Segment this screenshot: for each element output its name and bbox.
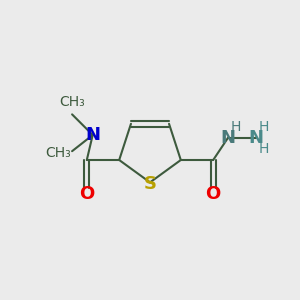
Text: CH₃: CH₃ bbox=[59, 95, 85, 109]
Text: H: H bbox=[231, 120, 241, 134]
Text: H: H bbox=[259, 142, 269, 156]
Text: N: N bbox=[220, 129, 236, 147]
Text: H: H bbox=[259, 120, 269, 134]
Text: O: O bbox=[206, 185, 221, 203]
Text: N: N bbox=[85, 126, 100, 144]
Text: S: S bbox=[143, 175, 157, 193]
Text: CH₃: CH₃ bbox=[45, 146, 70, 160]
Text: O: O bbox=[79, 185, 94, 203]
Text: N: N bbox=[248, 129, 263, 147]
